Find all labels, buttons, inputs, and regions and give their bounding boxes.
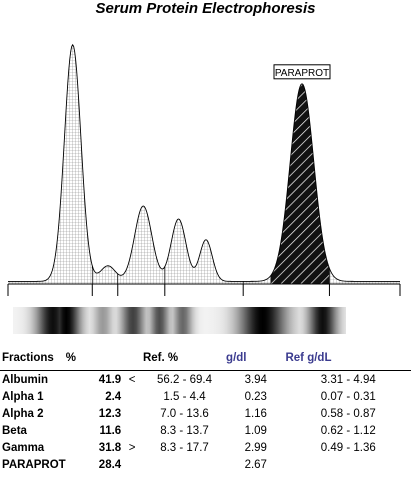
flag-high: > — [128, 441, 136, 454]
header-fractions: Fractions — [0, 346, 66, 371]
table-row: Alpha 1 2.4 1.5 - 4.4 0.23 0.07 - 0.31 — [2, 390, 376, 403]
table-row: PARAPROT 28.4 2.67 — [2, 458, 267, 471]
fraction-boundaries — [7, 265, 401, 296]
header-pct: % — [65, 346, 122, 371]
electrophoresis-plot: PARAPROT — [7, 43, 401, 296]
table-row: Gamma 31.8 > 8.3 - 17.7 2.99 0.49 - 1.36 — [0, 439, 411, 456]
paraprotein-label-text: PARAPROT — [275, 68, 329, 79]
trace-line — [8, 43, 400, 282]
table-header: Fractions % Ref. % g/dl Ref g/dL — [0, 346, 411, 371]
gel-band-strip — [13, 307, 346, 334]
results-table: Fractions % Ref. % g/dl Ref g/dL Albumin… — [0, 346, 411, 473]
header-gdl: g/dl — [226, 346, 286, 371]
paraprotein-label: PARAPROT — [273, 64, 331, 80]
table-row: Alpha 2 12.3 7.0 - 13.6 1.16 0.58 - 0.87 — [2, 407, 376, 420]
flag-low: < — [128, 373, 136, 386]
header-ref-pct: Ref. % — [142, 346, 227, 371]
paraprotein-area — [270, 83, 330, 284]
gel-strip — [13, 307, 346, 334]
table-row: Albumin 41.9 < 56.2 - 69.4 3.94 3.31 - 4… — [0, 371, 411, 389]
table-row: Beta 11.6 8.3 - 13.7 1.09 0.62 - 1.12 — [2, 424, 376, 437]
trace-area — [8, 44, 400, 284]
chart-title: Serum Protein Electrophoresis — [95, 0, 316, 17]
header-ref-gdl: Ref g/dL — [285, 346, 411, 371]
